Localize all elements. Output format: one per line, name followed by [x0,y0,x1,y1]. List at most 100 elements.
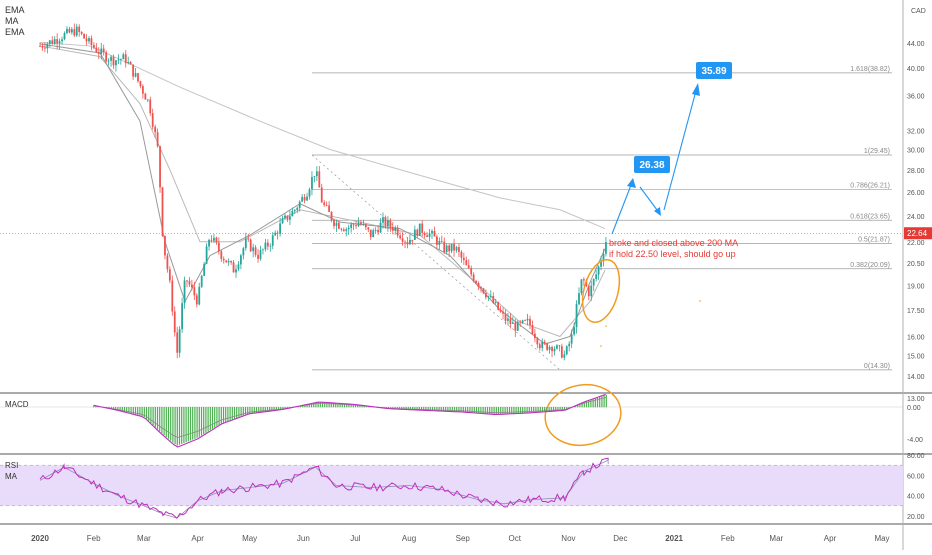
candle-body [365,224,367,227]
macd-histogram-bar [474,407,475,413]
macd-histogram-bar [186,407,187,442]
legend-ma[interactable]: MA [5,16,25,27]
macd-histogram-bar [183,407,184,443]
candle-body [152,113,154,127]
candle-body [588,286,590,296]
candle-body [409,240,411,244]
macd-histogram-bar [518,407,519,413]
candle-body [353,224,355,225]
candle-body [230,261,232,262]
candle-body [559,345,561,346]
macd-histogram-bar [166,407,167,437]
candle-body [404,242,406,243]
x-axis-label: Feb [87,534,101,543]
macd-histogram-bar [516,407,517,414]
candle-body [456,247,458,250]
macd-histogram-bar [483,407,484,414]
candle-body [468,265,470,268]
candle-body [527,319,529,321]
candle-body [331,212,333,220]
candle-body [242,248,244,255]
price-tick-label: 44.00 [907,41,925,48]
candle-body [228,261,230,262]
candle-body [267,243,269,247]
candle-body [213,238,215,241]
macd-histogram-bar [124,407,125,412]
macd-histogram-bar [258,407,259,413]
candle-body [206,246,208,263]
candle-body [223,259,225,260]
macd-histogram-bar [500,407,501,414]
legend-ema-1[interactable]: EMA [5,5,25,16]
candle-body [179,329,181,353]
macd-histogram-bar [137,407,138,415]
candle-body [453,244,455,251]
candle-body [93,45,95,48]
candle-body [343,229,345,231]
candle-body [355,225,357,226]
candle-body [255,247,257,254]
macd-histogram-bar [181,407,182,444]
candle-body [51,40,53,43]
fib-level-label: 1(29.45) [864,148,890,155]
candle-body [478,283,480,287]
macd-histogram-bar [507,407,508,414]
candle-body [414,230,416,240]
candle-body [100,49,102,54]
candle-body [186,280,188,281]
candle-body [120,59,122,60]
macd-histogram-bar [146,407,147,419]
candle-body [507,318,509,320]
candle-body [257,255,259,259]
candle-body [289,216,291,220]
candle-body [218,243,220,251]
macd-histogram-bar [502,407,503,414]
price-tick-label: 28.00 [907,168,925,175]
candle-body [438,241,440,245]
candle-body [81,32,83,34]
stray-dot [699,300,701,302]
candle-body [367,227,369,229]
macd-histogram-bar [522,407,523,413]
macd-histogram-bar [527,407,528,413]
candle-body [387,221,389,227]
macd-histogram-bar [535,407,536,413]
x-axis-label: Sep [456,534,471,543]
x-axis-label: Jun [297,534,310,543]
candle-body [181,303,183,329]
candle-body [321,187,323,202]
macd-histogram-bar [245,407,246,415]
candle-body [571,334,573,343]
legend-ema-2[interactable]: EMA [5,27,25,38]
macd-histogram-bar [212,407,213,429]
candle-body [490,296,492,297]
candle-body [314,176,316,177]
macd-histogram-bar [544,407,545,412]
candle-body [443,242,445,252]
candle-body [115,60,117,65]
candle-body [363,224,365,225]
macd-histogram-bar [531,407,532,413]
candle-body [370,230,372,238]
candle-body [69,29,71,33]
macd-histogram-bar [238,407,239,417]
candle-body [296,208,298,210]
candle-body [345,229,347,231]
target-label: 26.38 [639,160,664,171]
macd-histogram-bar [480,407,481,413]
macd-histogram-bar [227,407,228,421]
macd-histogram-bar [148,407,149,421]
price-tick-label: 20.50 [907,261,925,268]
candle-body [95,48,97,52]
candle-body [461,252,463,258]
candle-body [534,334,536,338]
candle-body [326,205,328,206]
candle-body [64,33,66,39]
price-tick-label: 14.00 [907,374,925,381]
candle-body [576,304,578,327]
candle-body [306,197,308,201]
x-axis-label: Feb [721,534,735,543]
macd-histogram-bar [197,407,198,438]
rsi-tick: 20.00 [907,514,925,521]
